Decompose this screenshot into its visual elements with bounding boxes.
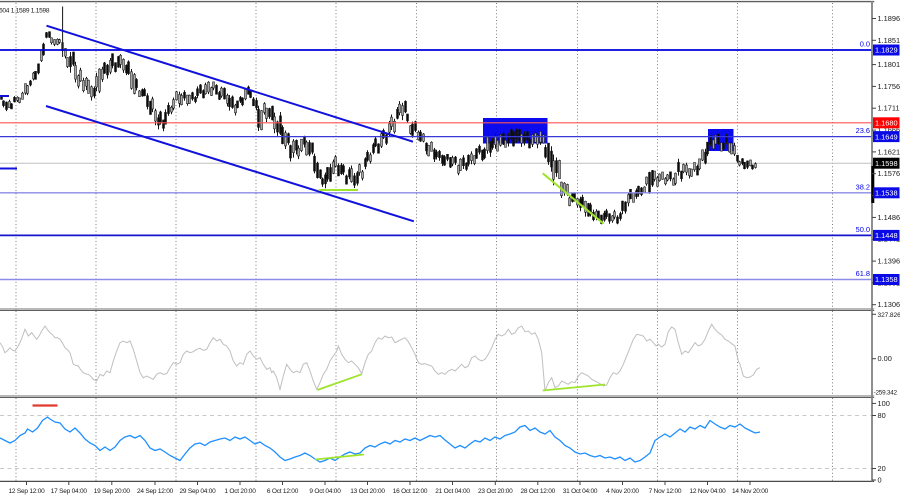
- svg-text:1.1666: 1.1666: [878, 126, 900, 135]
- svg-text:7 Nov 12:00: 7 Nov 12:00: [649, 488, 682, 495]
- svg-text:1.1486: 1.1486: [878, 213, 900, 222]
- svg-text:9 Oct 04:00: 9 Oct 04:00: [309, 488, 341, 495]
- svg-text:21 Oct 04:00: 21 Oct 04:00: [435, 488, 470, 495]
- svg-text:13 Oct 20:00: 13 Oct 20:00: [350, 488, 385, 495]
- svg-text:1.1538: 1.1538: [875, 189, 898, 198]
- svg-text:23.6: 23.6: [856, 126, 870, 135]
- svg-text:0.0: 0.0: [860, 40, 870, 49]
- svg-text:20: 20: [878, 464, 886, 473]
- svg-text:1.1448: 1.1448: [875, 231, 898, 240]
- svg-text:1.1358: 1.1358: [875, 275, 898, 284]
- svg-text:4 Nov 20:00: 4 Nov 20:00: [606, 488, 639, 495]
- svg-text:50.0: 50.0: [856, 225, 870, 234]
- svg-text:31 Oct 04:00: 31 Oct 04:00: [563, 488, 598, 495]
- svg-text:1.1829: 1.1829: [875, 46, 898, 55]
- svg-text:1.1711: 1.1711: [878, 104, 900, 113]
- svg-text:29 Sep 04:00: 29 Sep 04:00: [179, 488, 216, 495]
- svg-text:80: 80: [878, 411, 886, 420]
- svg-text:1.1851: 1.1851: [878, 36, 900, 45]
- svg-text:24 Sep 12:00: 24 Sep 12:00: [137, 488, 174, 495]
- svg-text:1.1598: 1.1598: [875, 159, 898, 168]
- svg-text:1.1896: 1.1896: [878, 14, 900, 23]
- svg-text:1 Oct 20:00: 1 Oct 20:00: [224, 488, 256, 495]
- svg-text:12 Sep 12:00: 12 Sep 12:00: [8, 488, 45, 495]
- svg-text:38.2: 38.2: [856, 182, 870, 191]
- svg-text:12 Nov 04:00: 12 Nov 04:00: [689, 488, 726, 495]
- svg-text:1.1621: 1.1621: [878, 147, 900, 156]
- svg-text:1.1801: 1.1801: [878, 60, 900, 69]
- svg-text:61.8: 61.8: [856, 269, 870, 278]
- svg-text:6 Oct 12:00: 6 Oct 12:00: [267, 488, 299, 495]
- svg-text:604 1.1589 1.1598: 604 1.1589 1.1598: [0, 8, 50, 15]
- svg-text:28 Oct 12:00: 28 Oct 12:00: [521, 488, 556, 495]
- svg-text:1.1306: 1.1306: [878, 300, 900, 309]
- svg-text:1.1576: 1.1576: [878, 169, 900, 178]
- svg-text:19 Sep 20:00: 19 Sep 20:00: [94, 488, 131, 495]
- svg-text:327.826: 327.826: [878, 312, 900, 319]
- svg-text:0: 0: [878, 476, 882, 485]
- svg-text:14 Nov 20:00: 14 Nov 20:00: [732, 488, 769, 495]
- svg-text:1.1396: 1.1396: [878, 257, 900, 266]
- svg-text:23 Oct 20:00: 23 Oct 20:00: [478, 488, 513, 495]
- svg-text:1.1756: 1.1756: [878, 82, 900, 91]
- svg-text:16 Oct 12:00: 16 Oct 12:00: [393, 488, 428, 495]
- svg-text:1.1649: 1.1649: [875, 132, 898, 141]
- svg-text:17 Sep 04:00: 17 Sep 04:00: [51, 488, 88, 495]
- svg-text:0.00: 0.00: [878, 354, 892, 363]
- svg-text:-259.342: -259.342: [874, 390, 898, 397]
- svg-text:100: 100: [878, 399, 890, 408]
- svg-text:1.1680: 1.1680: [875, 119, 898, 128]
